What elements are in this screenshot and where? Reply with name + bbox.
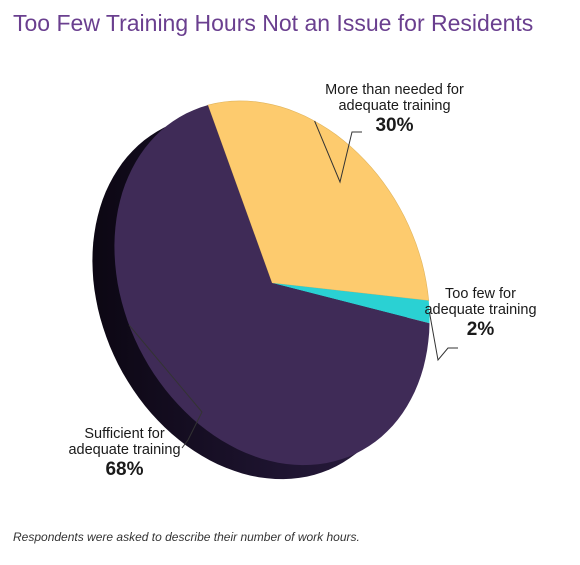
footnote: Respondents were asked to describe their… bbox=[13, 530, 360, 544]
leader-sufficient bbox=[128, 324, 203, 449]
label-more-than-needed-value: 30% bbox=[375, 115, 414, 136]
slice-more-than-needed bbox=[207, 100, 430, 301]
chart-title: Too Few Training Hours Not an Issue for … bbox=[13, 10, 534, 36]
slice-too-few bbox=[272, 283, 430, 324]
label-more-than-needed: More than needed for adequate training 3… bbox=[312, 82, 477, 138]
leader-more-than-needed bbox=[314, 120, 362, 184]
leader-too-few bbox=[428, 311, 458, 362]
label-sufficient-line2: adequate training bbox=[68, 442, 181, 458]
label-too-few: Too few for adequate training 2% bbox=[413, 286, 548, 342]
label-sufficient-line1: Sufficient for bbox=[84, 426, 165, 442]
label-too-few-line1: Too few for bbox=[445, 286, 516, 302]
label-too-few-line2: adequate training bbox=[424, 302, 537, 318]
label-too-few-value: 2% bbox=[466, 319, 495, 340]
slice-sufficient bbox=[114, 105, 430, 466]
label-sufficient-value: 68% bbox=[105, 459, 144, 480]
label-more-than-needed-line1: More than needed for bbox=[325, 82, 464, 98]
label-sufficient: Sufficient for adequate training 68% bbox=[57, 426, 192, 482]
label-more-than-needed-line2: adequate training bbox=[338, 98, 451, 114]
